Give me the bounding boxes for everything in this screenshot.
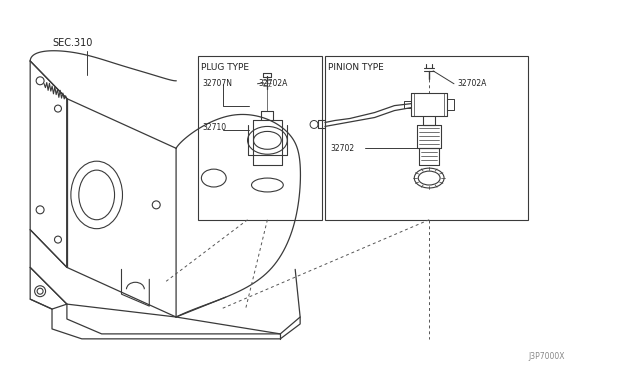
Bar: [325, 56, 529, 220]
Text: 32702A: 32702A: [259, 79, 288, 88]
Text: PLUG TYPE: PLUG TYPE: [201, 63, 249, 73]
Text: 32702A: 32702A: [457, 79, 486, 88]
Text: PINION TYPE: PINION TYPE: [328, 63, 384, 73]
Text: 32707N: 32707N: [203, 79, 233, 88]
Bar: [198, 56, 322, 220]
Text: SEC.310: SEC.310: [52, 38, 92, 48]
Text: 32710: 32710: [203, 123, 227, 132]
Text: J3P7000X: J3P7000X: [529, 352, 565, 361]
Text: 32702: 32702: [330, 144, 354, 153]
